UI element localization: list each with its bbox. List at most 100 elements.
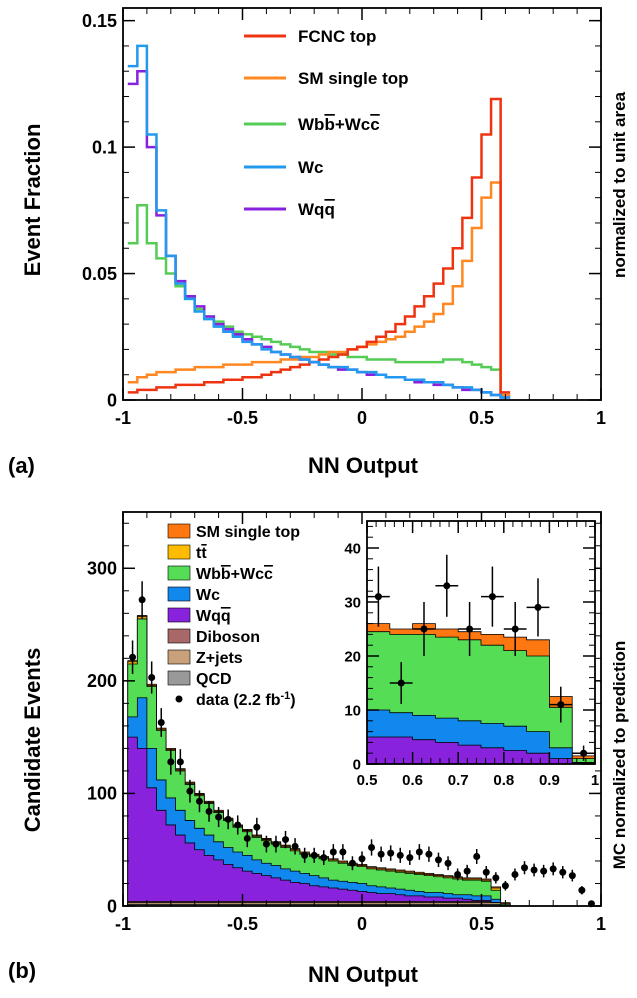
data-point (387, 849, 395, 857)
data-point (253, 823, 261, 831)
legend-marker-data (175, 695, 183, 703)
legend-label-sm-single-top: SM single top (196, 524, 300, 541)
inset-y-tick-label: 40 (344, 540, 361, 557)
inset-data-point (511, 625, 519, 633)
data-point (473, 852, 481, 860)
data-point (492, 874, 500, 882)
data-point (234, 821, 242, 829)
legend-label-z-jets: Z+jets (196, 650, 243, 667)
panel-a-y-tick-label: 0.05 (82, 264, 117, 284)
panel-a-x-tick-label: 1 (596, 408, 606, 428)
panel-b-y-tick-label: 300 (87, 559, 117, 579)
legend-swatch-diboson (167, 628, 191, 644)
data-point (406, 854, 414, 862)
panel-a-x-axis-label: NN Output (308, 453, 419, 478)
panel-b-y-tick-label: 0 (107, 896, 117, 916)
inset-data-point (443, 582, 451, 590)
legend-label-sm-single-top: SM single top (298, 69, 409, 88)
inset-data-point (397, 679, 405, 687)
stack-layer-4 (127, 736, 511, 907)
panel-a-y-tick-label: 0.1 (92, 137, 117, 157)
data-point (511, 870, 519, 878)
data-point (282, 836, 290, 844)
panel-a-x-tick-label: -0.5 (227, 408, 258, 428)
inset-y-tick-label: 30 (344, 594, 361, 611)
data-point (396, 851, 404, 859)
legend-swatch-ttbar (167, 544, 191, 560)
panel-a-y-tick-label: 0.15 (82, 11, 117, 31)
inset-data-point (534, 603, 542, 611)
data-point (205, 807, 213, 815)
legend-label-wqq: Wqq (298, 200, 335, 219)
series-line-3 (127, 44, 511, 399)
inset-x-tick-label: 0.9 (539, 772, 560, 789)
data-point (540, 867, 548, 875)
data-point (291, 842, 299, 850)
inset-data-point (580, 749, 588, 757)
panel-a-frame (122, 7, 602, 401)
panel-a-right-label: normalized to unit area (610, 91, 629, 278)
legend-swatch-wbb-wcc (167, 565, 191, 581)
inset-data-point (488, 593, 496, 601)
inset-x-tick-label: 1 (591, 772, 599, 789)
data-point (339, 848, 347, 856)
data-point (301, 851, 309, 859)
panel-b-x-tick-label: 1 (596, 914, 606, 934)
panel-b-x-tick-label: 0 (357, 914, 367, 934)
panel-a-legend: FCNC top SM single top Wbb+Wcc Wc Wqq (244, 27, 409, 219)
legend-label-wc: Wc (298, 158, 324, 177)
legend-label-qcd: QCD (196, 671, 232, 688)
legend-swatch-z-jets (167, 649, 191, 665)
inset-x-tick-label: 0.7 (448, 772, 469, 789)
data-point (501, 882, 509, 890)
inset-data-point (557, 701, 565, 709)
data-point (463, 867, 471, 875)
inset-y-tick-label: 10 (344, 702, 361, 719)
legend-swatch-qcd (167, 670, 191, 686)
panel-b-x-tick-label: 0.5 (469, 914, 494, 934)
data-point (368, 843, 376, 851)
inset-data-point (420, 625, 428, 633)
inset-x-tick-label: 0.8 (493, 772, 514, 789)
panel-b-y-axis-label: Candidate Events (20, 648, 45, 833)
data-point (176, 758, 184, 766)
panel-a-y-tick-label: 0 (107, 390, 117, 410)
inset-x-tick-label: 0.5 (357, 772, 378, 789)
data-point (243, 834, 251, 842)
data-point (272, 840, 280, 848)
data-point (310, 851, 318, 859)
data-point (549, 865, 557, 873)
data-point (348, 859, 356, 867)
data-point (568, 872, 576, 880)
legend-label-wbb-wcc: Wbb+Wcc (298, 115, 380, 134)
panel-b-x-axis-label: NN Output (308, 962, 419, 987)
data-point (157, 719, 165, 727)
legend-swatch-wc (167, 586, 191, 602)
panel-b-x-tick-label: -0.5 (227, 914, 258, 934)
inset-layer-wqq (366, 736, 596, 765)
data-point (195, 797, 203, 805)
inset-data-point (374, 593, 382, 601)
data-point (138, 596, 146, 604)
data-point (530, 866, 538, 874)
panel-a-x-tick-label: 0.5 (469, 408, 494, 428)
legend-swatch-sm-single-top (167, 523, 191, 539)
panel-b-label: (b) (8, 958, 36, 983)
data-point (521, 864, 529, 872)
data-point (415, 848, 423, 856)
data-point (129, 653, 137, 661)
panel-a-y-axis-label: Event Fraction (20, 124, 45, 277)
stack-layer-3 (127, 697, 511, 907)
data-point (425, 850, 433, 858)
data-point (148, 673, 156, 681)
panel-b-y-tick-label: 100 (87, 784, 117, 804)
inset-y-tick-label: 0 (353, 756, 361, 773)
data-point (186, 787, 194, 795)
data-point (454, 870, 462, 878)
data-point (224, 815, 232, 823)
legend-label-diboson: Diboson (196, 629, 260, 646)
legend-label-fcnc-top: FCNC top (298, 27, 376, 46)
data-point (482, 868, 490, 876)
legend-label-wc: Wc (196, 587, 220, 604)
